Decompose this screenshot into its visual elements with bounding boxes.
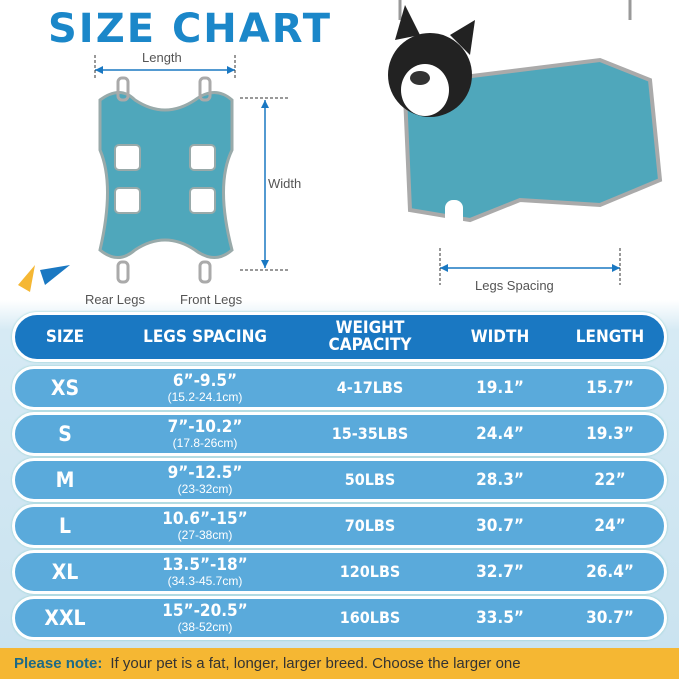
table-row: S 7”-10.2” (17.8-26cm) 15-35LBS 24.4” 19.…: [12, 412, 667, 456]
legs-cm: (15.2-24.1cm): [167, 390, 243, 404]
note-text: If your pet is a fat, longer, larger bre…: [110, 655, 521, 672]
length-cell: 24”: [594, 515, 626, 536]
width-cell: 19.1”: [476, 377, 524, 398]
header-weight-capacity: WEIGHT CAPACITY: [328, 318, 412, 355]
table-row: XL 13.5”-18” (34.3-45.7cm) 120LBS 32.7” 2…: [12, 550, 667, 594]
legs-cm: (27-38cm): [177, 528, 233, 542]
width-cell: 24.4”: [476, 423, 524, 444]
table-row: M 9”-12.5” (23-32cm) 50LBS 28.3” 22”: [12, 458, 667, 502]
legs-cm: (38-52cm): [177, 620, 233, 634]
header-width: WIDTH: [470, 326, 530, 347]
width-cell: 30.7”: [476, 515, 524, 536]
table-row: L 10.6”-15” (27-38cm) 70LBS 30.7” 24”: [12, 504, 667, 548]
legs-spacing-cell: 13.5”-18” (34.3-45.7cm): [115, 553, 295, 591]
decor-triangle: [18, 265, 35, 292]
legs-spacing-cell: 9”-12.5” (23-32cm): [115, 461, 295, 499]
decor-triangle: [40, 265, 70, 285]
header-size: SIZE: [45, 326, 85, 347]
size-cell: M: [55, 467, 75, 492]
weight-cell: 15-35LBS: [331, 424, 409, 443]
legs-spacing-cell: 6”-9.5” (15.2-24.1cm): [115, 369, 295, 407]
size-cell: XL: [51, 559, 79, 584]
length-cell: 26.4”: [586, 561, 634, 582]
table-row: XXL 15”-20.5” (38-52cm) 160LBS 33.5” 30.7…: [12, 596, 667, 640]
size-cell: L: [58, 513, 72, 538]
rear-legs-label: Rear Legs: [85, 292, 145, 307]
size-chart-title: SIZE CHART: [48, 6, 333, 52]
size-cell: XS: [50, 375, 80, 400]
note-label: Please note:: [14, 655, 103, 672]
legs-spacing-cell: 15”-20.5” (38-52cm): [115, 599, 295, 637]
length-label: Length: [142, 50, 182, 65]
hammock-diagram: [94, 55, 290, 284]
please-note-banner: Please note: If your pet is a fat, longe…: [0, 648, 679, 679]
width-cell: 33.5”: [476, 607, 524, 628]
width-cell: 28.3”: [476, 469, 524, 490]
weight-cell: 50LBS: [344, 470, 396, 489]
legs-spacing-cell: 10.6”-15” (27-38cm): [115, 507, 295, 545]
weight-cell: 70LBS: [344, 516, 396, 535]
header-legs-spacing: LEGS SPACING: [143, 326, 267, 347]
legs-inches: 6”-9.5”: [172, 371, 238, 391]
length-cell: 15.7”: [586, 377, 634, 398]
legs-inches: 15”-20.5”: [162, 601, 248, 621]
dog-in-hammock-photo: [388, 0, 663, 285]
table-row: XS 6”-9.5” (15.2-24.1cm) 4-17LBS 19.1” 15…: [12, 366, 667, 410]
size-cell: XXL: [44, 605, 86, 630]
weight-cell: 160LBS: [339, 608, 401, 627]
product-illustration: [18, 0, 663, 292]
weight-cell: 120LBS: [339, 562, 401, 581]
legs-spacing-label: Legs Spacing: [475, 278, 554, 293]
length-cell: 30.7”: [586, 607, 634, 628]
legs-inches: 7”-10.2”: [167, 417, 243, 437]
front-legs-label: Front Legs: [180, 292, 243, 307]
size-cell: S: [58, 421, 72, 446]
weight-cell: 4-17LBS: [336, 378, 404, 397]
width-label: Width: [268, 176, 302, 191]
legs-inches: 13.5”-18”: [162, 555, 248, 575]
legs-cm: (34.3-45.7cm): [167, 574, 243, 588]
header-length: LENGTH: [575, 326, 645, 347]
length-cell: 22”: [594, 469, 626, 490]
width-cell: 32.7”: [476, 561, 524, 582]
legs-cm: (17.8-26cm): [172, 436, 238, 450]
legs-inches: 9”-12.5”: [167, 463, 243, 483]
legs-cm: (23-32cm): [177, 482, 233, 496]
table-header: SIZE LEGS SPACING WEIGHT CAPACITY WIDTH …: [12, 312, 667, 362]
length-cell: 19.3”: [586, 423, 634, 444]
legs-inches: 10.6”-15”: [162, 509, 248, 529]
legs-spacing-cell: 7”-10.2” (17.8-26cm): [115, 415, 295, 453]
